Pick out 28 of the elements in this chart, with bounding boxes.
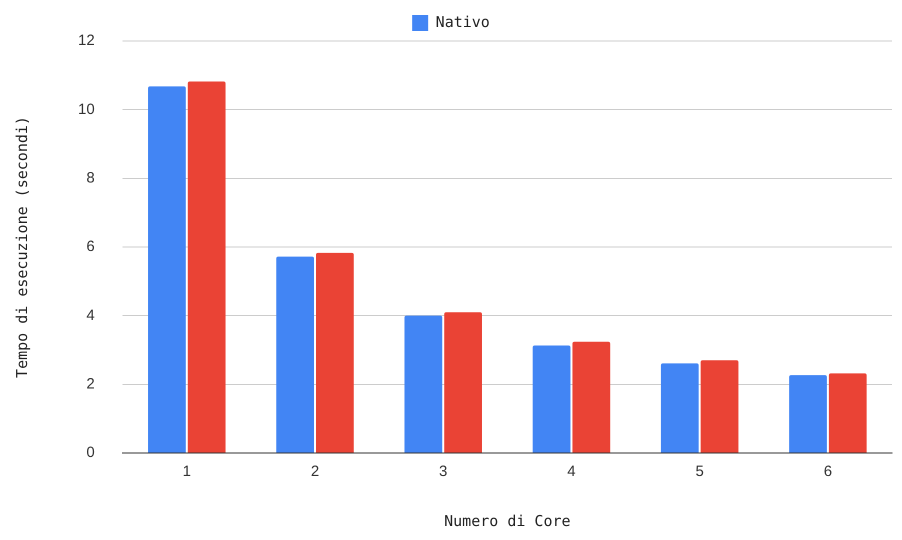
bar [532,346,570,452]
bar [572,342,610,452]
bar [276,256,314,452]
bar [188,82,226,452]
y-axis-title: Tempo di esecuzione (secondi) [12,116,31,378]
bar [148,86,186,452]
y-tick-label: 12 [78,32,95,50]
bar [404,316,442,452]
x-tick-label: 1 [182,463,191,480]
y-tick-label: 0 [86,444,95,462]
y-tick-label: 6 [86,238,95,256]
bar [828,373,867,452]
bar [789,375,827,452]
bar [700,360,738,452]
y-tick-label: 2 [86,375,95,392]
bar [660,363,699,452]
bar [316,252,354,452]
x-tick-label: 6 [824,463,832,480]
legend-label: Nativo [436,12,490,31]
x-axis-title: Numero di Core [444,512,571,530]
y-tick-label: 10 [78,100,95,118]
x-tick-label: 4 [567,463,576,480]
x-tick-label: 3 [439,463,448,480]
y-tick-label: 4 [86,306,95,324]
bar [444,312,482,452]
x-tick-label: 2 [310,463,320,480]
y-tick-label: 8 [86,169,95,186]
x-tick-label: 5 [696,463,704,480]
